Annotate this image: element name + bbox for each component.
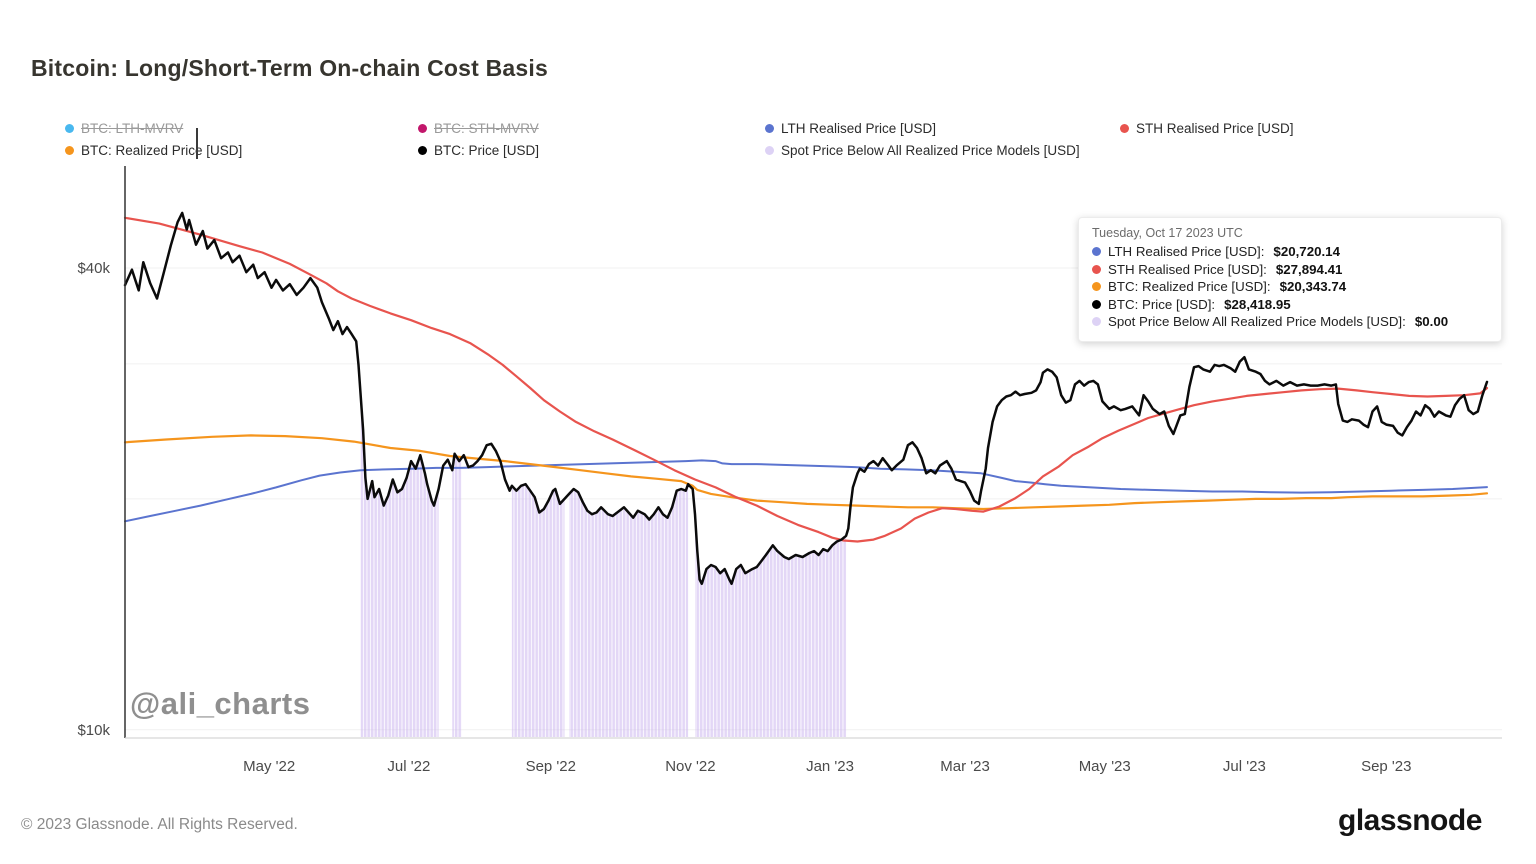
below-models-band: [360, 395, 439, 737]
series-line-sth_realised: [123, 216, 1489, 543]
below-models-band: [511, 484, 565, 737]
series-line-btc_realized: [123, 434, 1489, 511]
legend-color-dot: [65, 146, 74, 155]
below-models-band: [569, 484, 689, 737]
legend-label: STH Realised Price [USD]: [1136, 121, 1294, 136]
legend-item[interactable]: LTH Realised Price [USD]: [765, 120, 936, 137]
legend-label: BTC: STH-MVRV: [434, 121, 539, 136]
x-tick-label: Mar '23: [940, 758, 990, 775]
series-line-btc_price: [123, 211, 1489, 586]
chart-tooltip: Tuesday, Oct 17 2023 UTC LTH Realised Pr…: [1078, 217, 1502, 342]
tooltip-row: Spot Price Below All Realized Price Mode…: [1092, 313, 1488, 331]
tooltip-series-label: BTC: Realized Price [USD]:: [1108, 279, 1271, 295]
legend-label: BTC: Realized Price [USD]: [81, 143, 243, 158]
x-tick-label: May '22: [243, 758, 295, 775]
tooltip-series-value: $20,343.74: [1279, 279, 1347, 295]
tooltip-series-dot: [1092, 247, 1101, 257]
tooltip-series-dot: [1092, 299, 1101, 309]
legend-item[interactable]: BTC: STH-MVRV: [418, 120, 539, 137]
tooltip-date: Tuesday, Oct 17 2023 UTC: [1092, 226, 1243, 240]
text-cursor-artifact: [196, 128, 198, 159]
copyright-text: © 2023 Glassnode. All Rights Reserved.: [21, 816, 298, 833]
legend-color-dot: [418, 124, 427, 133]
tooltip-series-dot: [1092, 264, 1101, 274]
y-axis-label: $40k: [77, 260, 110, 277]
legend-color-dot: [765, 124, 774, 133]
legend-color-dot: [765, 146, 774, 155]
below-models-band: [695, 514, 847, 737]
x-tick-label: Nov '22: [665, 758, 715, 775]
glassnode-logo: glassnode: [1338, 804, 1482, 837]
tooltip-series-label: Spot Price Below All Realized Price Mode…: [1108, 314, 1406, 330]
legend-item[interactable]: BTC: Realized Price [USD]: [65, 142, 242, 159]
x-tick-label: Jul '23: [1223, 758, 1266, 775]
y-axis-label: $10k: [77, 722, 110, 739]
tooltip-series-label: LTH Realised Price [USD]:: [1108, 244, 1265, 260]
tooltip-row: STH Realised Price [USD]: $27,894.41: [1092, 261, 1488, 279]
legend-label: Spot Price Below All Realized Price Mode…: [781, 143, 1080, 158]
tooltip-series-value: $20,720.14: [1273, 244, 1340, 260]
legend-label: BTC: LTH-MVRV: [81, 121, 184, 136]
tooltip-rows: LTH Realised Price [USD]: $20,720.14 STH R…: [1092, 243, 1488, 331]
legend-item[interactable]: Spot Price Below All Realized Price Mode…: [765, 142, 1080, 159]
tooltip-series-value: $27,894.41: [1275, 261, 1343, 277]
watermark: @ali_charts: [130, 686, 311, 721]
tooltip-series-value: $0.00: [1414, 314, 1449, 330]
x-tick-label: Jul '22: [387, 758, 430, 775]
below-models-band: [452, 453, 462, 737]
x-tick-label: Sep '22: [526, 758, 576, 775]
legend-label: LTH Realised Price [USD]: [781, 121, 937, 136]
x-tick-label: Jan '23: [806, 758, 854, 775]
legend-item[interactable]: STH Realised Price [USD]: [1120, 120, 1294, 137]
tooltip-series-dot: [1092, 282, 1101, 292]
legend-label: BTC: Price [USD]: [434, 143, 540, 158]
x-tick-label: May '23: [1079, 758, 1131, 775]
legend-item[interactable]: BTC: Price [USD]: [418, 142, 539, 159]
tooltip-row: BTC: Realized Price [USD]: $20,343.74: [1092, 278, 1488, 296]
tooltip-series-value: $28,418.95: [1224, 296, 1291, 312]
tooltip-row: BTC: Price [USD]: $28,418.95: [1092, 296, 1488, 314]
tooltip-series-label: STH Realised Price [USD]:: [1108, 261, 1267, 277]
tooltip-row: LTH Realised Price [USD]: $20,720.14: [1092, 243, 1488, 261]
tooltip-series-label: BTC: Price [USD]:: [1108, 296, 1216, 312]
legend-item[interactable]: BTC: LTH-MVRV: [65, 120, 183, 137]
legend-color-dot: [418, 146, 427, 155]
x-tick-label: Sep '23: [1361, 758, 1411, 775]
legend-color-dot: [1120, 124, 1129, 133]
series-line-lth_realised: [124, 459, 1488, 523]
legend-color-dot: [65, 124, 74, 133]
page-title: Bitcoin: Long/Short-Term On-chain Cost B…: [31, 55, 548, 82]
tooltip-series-dot: [1092, 317, 1101, 327]
